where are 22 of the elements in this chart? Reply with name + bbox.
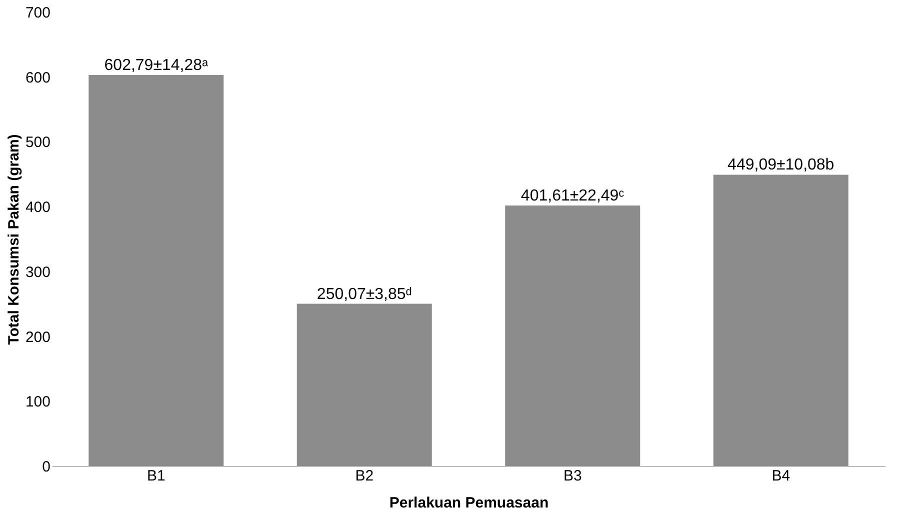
bar bbox=[296, 304, 432, 466]
y-tick-label: 600 bbox=[25, 69, 50, 86]
y-tick-label: 100 bbox=[25, 394, 50, 411]
data-label: 250,07±3,85ᵈ bbox=[316, 286, 412, 303]
x-tick-label: B3 bbox=[563, 468, 582, 484]
y-tick-label: 0 bbox=[42, 458, 50, 476]
y-tick-label: 400 bbox=[25, 199, 50, 216]
data-label: 401,61±22,49ᶜ bbox=[520, 188, 625, 205]
y-tick-label: 200 bbox=[25, 328, 50, 346]
bar bbox=[505, 206, 640, 466]
y-axis-title: Total Konsumsi Pakan (gram) bbox=[5, 134, 22, 345]
x-tick-label: B2 bbox=[355, 468, 374, 484]
data-label: 602,79±14,28ᵃ bbox=[104, 57, 210, 74]
y-tick-label: 300 bbox=[25, 264, 50, 281]
x-axis-title: Perlakuan Pemuasaan bbox=[389, 494, 549, 512]
bar bbox=[713, 174, 848, 466]
y-tick-label: 500 bbox=[25, 134, 50, 152]
bar bbox=[88, 75, 224, 466]
x-tick-label: B4 bbox=[772, 468, 790, 484]
data-label: 449,09±10,08b bbox=[728, 156, 834, 174]
y-tick-label: 700 bbox=[25, 4, 50, 22]
x-tick-label: B1 bbox=[146, 468, 166, 484]
